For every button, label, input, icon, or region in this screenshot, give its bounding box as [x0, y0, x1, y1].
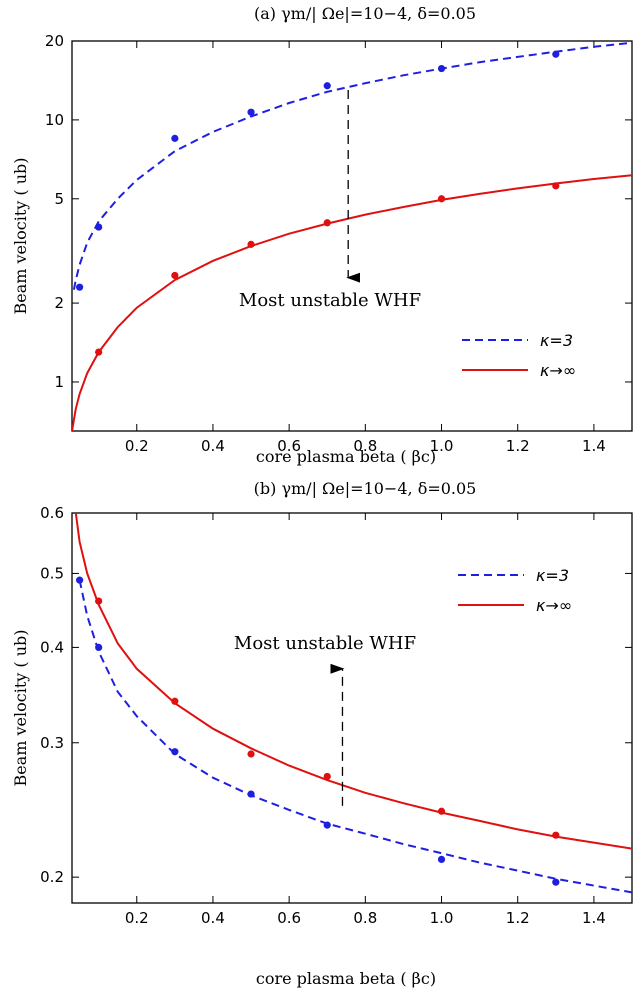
x-tick-label: 1.4 — [582, 909, 606, 927]
data-marks — [74, 513, 632, 894]
data-point — [323, 821, 331, 829]
x-tick-label: 0.4 — [201, 437, 225, 455]
data-point — [437, 855, 446, 864]
series-line-kappa3 — [72, 41, 632, 290]
x-axis-label: core plasma beta ( βc) — [256, 447, 436, 466]
data-marks — [72, 41, 632, 431]
legend: κ=3 κ→∞ — [462, 331, 576, 380]
data-point — [95, 643, 103, 651]
y-tick-label: 5 — [54, 190, 64, 208]
data-point — [171, 134, 179, 142]
plot-frame — [71, 40, 633, 432]
legend: κ=3 κ→∞ — [458, 566, 572, 615]
annotation-label: Most unstable WHF — [234, 633, 416, 654]
data-point — [76, 576, 84, 584]
legend-label-kappa3: κ=3 — [536, 566, 569, 585]
x-tick-label: 1.2 — [506, 437, 530, 455]
panel-b: (b) γm/| Ωe|=10−4, δ=0.05 0.2 0.4 0.6 0.8 1.… — [11, 479, 633, 988]
data-point — [323, 82, 331, 90]
data-point — [552, 831, 560, 839]
plot-frame — [71, 512, 633, 904]
data-point — [95, 597, 103, 605]
data-point — [171, 748, 179, 756]
data-point — [323, 772, 331, 781]
legend-label-kinf: κ→∞ — [540, 361, 576, 380]
data-point — [95, 348, 103, 356]
data-point — [171, 271, 179, 280]
y-tick-label: 0.3 — [40, 734, 64, 752]
y-tick-label: 1 — [54, 373, 64, 391]
annotation-label: Most unstable WHF — [239, 290, 421, 311]
data-point — [171, 697, 179, 705]
x-tick-label: 0.6 — [277, 437, 301, 455]
series-line-kinf — [74, 513, 632, 850]
data-point — [95, 223, 103, 231]
x-tick-label: 0.8 — [353, 909, 377, 927]
y-tick-label: 0.2 — [40, 868, 64, 886]
data-point — [552, 182, 560, 190]
data-point — [323, 219, 331, 227]
x-tick-label: 0.2 — [125, 437, 149, 455]
data-point — [247, 790, 255, 798]
x-tick-label: 1.2 — [506, 909, 530, 927]
x-tick-label: 0.2 — [125, 909, 149, 927]
data-point — [247, 240, 255, 248]
series-line-kappa3 — [78, 579, 632, 894]
y-tick-label: 0.6 — [40, 504, 64, 522]
y-axis-label: Beam velocity ( ub) — [11, 157, 30, 314]
annotation: Most unstable WHF — [234, 633, 416, 806]
panel-a-title: (a) γm/| Ωe|=10−4, δ=0.05 — [254, 4, 476, 23]
x-tick-label: 1.0 — [430, 909, 454, 927]
y-tick-label: 10 — [45, 111, 64, 129]
data-point — [437, 807, 446, 815]
data-point — [552, 878, 560, 886]
x-tick-label: 0.6 — [277, 909, 301, 927]
annotation: Most unstable WHF — [239, 90, 421, 311]
x-axis-label: core plasma beta ( βc) — [256, 969, 436, 988]
x-tick-label: 0.8 — [353, 437, 377, 455]
data-point — [76, 283, 84, 291]
data-point — [437, 195, 446, 203]
y-tick-label: 20 — [45, 32, 64, 50]
axis-ticks: 0.2 0.4 0.6 0.8 1.0 1.2 1.4 0.2 0.3 0.4 0.5 0.6 — [40, 504, 632, 927]
x-tick-label: 1.4 — [582, 437, 606, 455]
legend-label-kinf: κ→∞ — [536, 596, 572, 615]
series-line-kinf — [72, 174, 632, 431]
axis-ticks: 0.2 0.4 0.6 0.8 1.0 1.2 1.4 1 2 5 10 20 — [45, 32, 632, 455]
data-point — [552, 50, 560, 58]
y-tick-label: 0.5 — [40, 564, 64, 582]
legend-label-kappa3: κ=3 — [540, 331, 573, 350]
data-point — [437, 64, 446, 73]
panel-b-title: (b) γm/| Ωe|=10−4, δ=0.05 — [254, 479, 477, 498]
data-point — [247, 108, 255, 116]
x-tick-label: 0.4 — [201, 909, 225, 927]
y-axis-label: Beam velocity ( ub) — [11, 629, 30, 786]
y-tick-label: 0.4 — [40, 638, 64, 656]
data-point — [247, 750, 255, 758]
y-tick-label: 2 — [54, 294, 64, 312]
x-tick-label: 1.0 — [430, 437, 454, 455]
panel-a: (a) γm/| Ωe|=10−4, δ=0.05 0.2 0.4 0.6 0.8 1.… — [11, 4, 633, 466]
